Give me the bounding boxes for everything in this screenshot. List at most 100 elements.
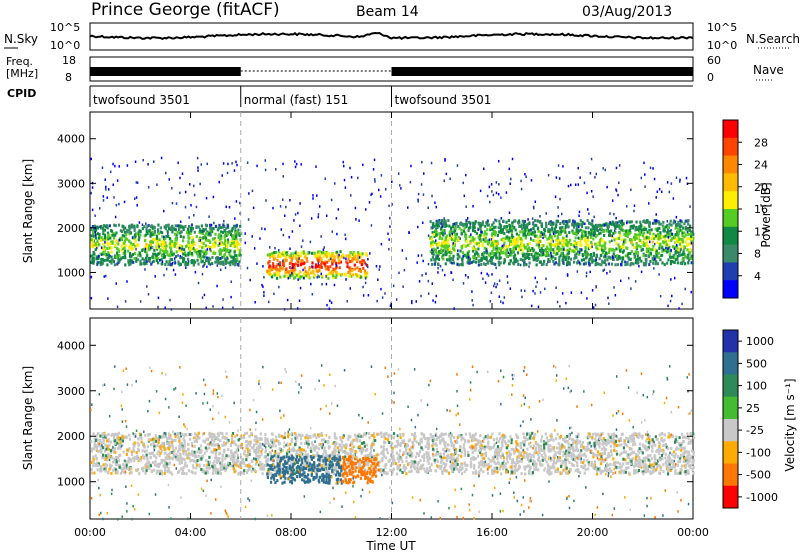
power-cell [173, 269, 175, 272]
power-cell [169, 254, 171, 257]
power-cell [117, 179, 119, 182]
power-cell [658, 247, 660, 250]
power-cell [352, 273, 354, 276]
velocity-cell [623, 446, 625, 449]
power-cell [526, 256, 528, 259]
power-cell [227, 249, 229, 252]
power-cell [588, 263, 590, 266]
velocity-cell [423, 453, 425, 456]
velocity-cell [386, 448, 388, 451]
power-cell [532, 239, 534, 242]
velocity-cell [480, 460, 482, 463]
power-cell [265, 199, 267, 202]
power-cell [115, 224, 117, 227]
power-cell [288, 277, 290, 280]
power-cell [128, 263, 130, 266]
velocity-cell [196, 464, 198, 467]
power-cell [374, 178, 376, 181]
power-cell [118, 250, 120, 253]
power-cell [296, 163, 298, 166]
power-cell [297, 252, 299, 255]
power-cell [480, 190, 482, 193]
power-cell [608, 251, 610, 254]
power-cell [497, 242, 499, 245]
power-cell [289, 274, 291, 277]
power-cell [465, 235, 467, 238]
power-cell [617, 194, 619, 197]
power-cell [196, 235, 198, 238]
power-cell [452, 279, 454, 282]
velocity-cell [546, 436, 548, 439]
power-cell [191, 223, 193, 226]
velocity-cell [498, 432, 500, 435]
power-cell [608, 225, 610, 228]
power-cell [614, 229, 616, 232]
power-cell [348, 254, 350, 257]
power-cell [326, 304, 328, 307]
power-cell [343, 165, 345, 168]
power-cell [616, 237, 618, 240]
power-cell [495, 267, 497, 270]
power-cell [167, 263, 169, 266]
power-cell [498, 193, 500, 196]
power-cell [421, 254, 423, 257]
power-cell [135, 248, 137, 251]
power-cell [461, 223, 463, 226]
power-cell [152, 261, 154, 264]
power-cell [441, 225, 443, 228]
power-cell [553, 251, 555, 254]
power-cell [580, 219, 582, 222]
power-cell [446, 258, 448, 261]
velocity-cell [520, 442, 522, 445]
power-cell [591, 246, 593, 249]
power-cell [592, 289, 594, 292]
power-cell [658, 256, 660, 259]
power-cell [623, 233, 625, 236]
power-cell [579, 261, 581, 264]
power-cell [537, 220, 539, 223]
power-cell [166, 268, 168, 271]
power-cell [292, 263, 294, 266]
power-cell [465, 174, 467, 177]
power-cell [193, 185, 195, 188]
power-cell [527, 223, 529, 226]
power-cell [481, 258, 483, 261]
velocity-cell [523, 436, 525, 439]
power-cell [284, 308, 286, 311]
power-cell [256, 262, 258, 265]
power-cell [431, 248, 433, 251]
power-cell [190, 229, 192, 232]
power-cell [95, 243, 97, 246]
power-cell [223, 242, 225, 245]
power-cell [573, 261, 575, 264]
power-cell [417, 200, 419, 203]
velocity-cell [99, 435, 101, 438]
power-cell [331, 259, 333, 262]
velocity-cell [531, 437, 533, 440]
power-cell [550, 236, 552, 239]
velocity-cell [533, 452, 535, 455]
power-cell [282, 198, 284, 201]
power-cell [431, 195, 433, 198]
power-cell [123, 242, 125, 245]
power-cell [358, 269, 360, 272]
power-cell [503, 244, 505, 247]
power-cell [315, 165, 317, 168]
power-cell [157, 306, 159, 309]
power-cell [236, 200, 238, 203]
velocity-cell [126, 453, 128, 456]
power-cell [467, 244, 469, 247]
power-cell [596, 255, 598, 258]
power-cell [166, 245, 168, 248]
power-cell [137, 182, 139, 185]
power-cell [335, 276, 337, 279]
power-cell [430, 258, 432, 261]
power-cell [438, 232, 440, 235]
power-cell [525, 263, 527, 266]
power-cell [671, 295, 673, 298]
power-cell [519, 230, 521, 233]
power-cell [160, 226, 162, 229]
power-cell [506, 255, 508, 258]
power-cell [670, 278, 672, 281]
power-cell [453, 261, 455, 264]
